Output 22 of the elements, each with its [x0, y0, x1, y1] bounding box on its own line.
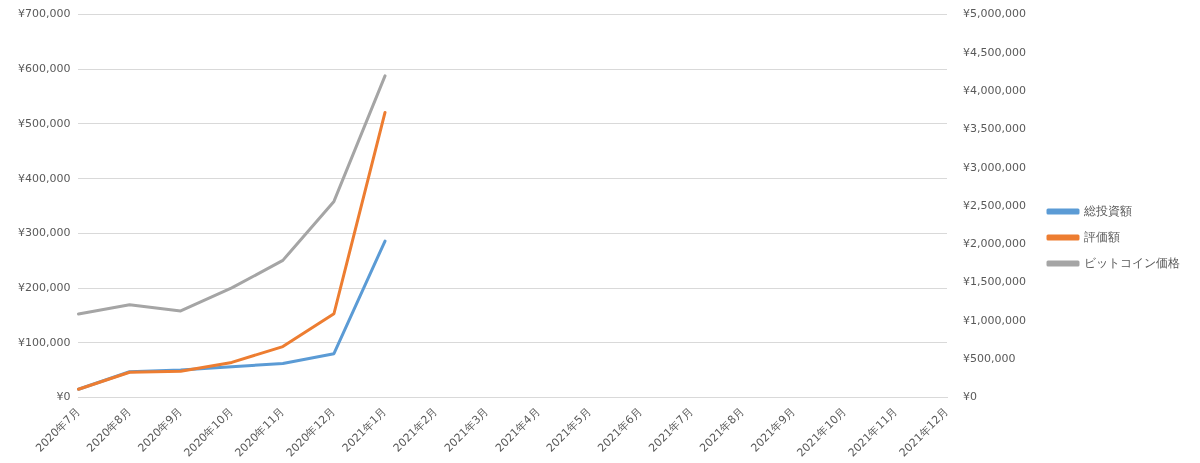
y2-tick-label: ¥3,500,000	[963, 122, 1026, 136]
y-tick-label: ¥400,000	[17, 171, 71, 185]
y-tick-label: ¥300,000	[17, 226, 71, 240]
legend-label: 評価額	[1084, 229, 1120, 244]
y2-tick-label: ¥1,500,000	[963, 275, 1026, 289]
y2-tick-label: ¥2,000,000	[963, 237, 1026, 251]
legend-label: ビットコイン価格	[1084, 255, 1180, 270]
y2-tick-label: ¥3,000,000	[963, 160, 1026, 174]
y2-tick-label: ¥4,000,000	[963, 84, 1026, 98]
legend-label: 総投資額	[1083, 203, 1132, 218]
y2-tick-label: ¥0	[963, 390, 978, 404]
y2-tick-label: ¥500,000	[963, 352, 1016, 365]
y-tick-label: ¥700,000	[17, 7, 71, 21]
y-tick-label: ¥500,000	[17, 116, 71, 130]
y-tick-label: ¥200,000	[17, 280, 71, 294]
y2-tick-label: ¥4,500,000	[963, 45, 1026, 59]
y-tick-label: ¥0	[56, 390, 71, 404]
y-tick-label: ¥100,000	[17, 335, 71, 349]
y-tick-label: ¥600,000	[17, 62, 71, 76]
y2-tick-label: ¥1,000,000	[963, 313, 1026, 327]
y2-tick-label: ¥2,500,000	[963, 198, 1026, 212]
y2-tick-label: ¥5,000,000	[963, 7, 1026, 21]
